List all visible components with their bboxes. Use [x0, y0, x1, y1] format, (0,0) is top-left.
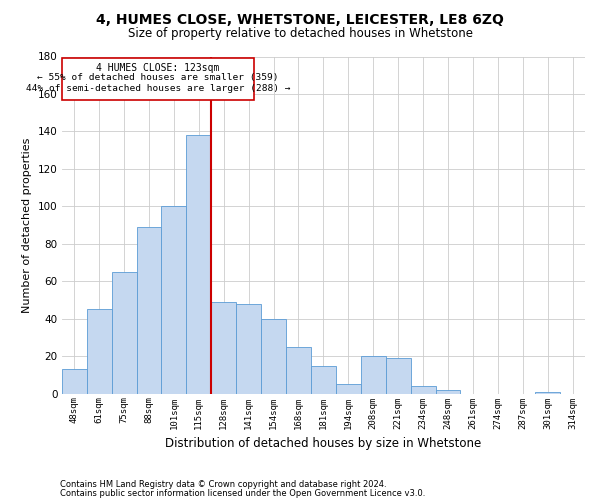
Bar	[137, 227, 161, 394]
Bar	[62, 370, 86, 394]
Bar	[112, 272, 137, 394]
Bar	[86, 310, 112, 394]
Bar	[211, 302, 236, 394]
Bar	[436, 390, 460, 394]
Bar	[386, 358, 410, 394]
Bar	[187, 135, 211, 394]
X-axis label: Distribution of detached houses by size in Whetstone: Distribution of detached houses by size …	[165, 437, 482, 450]
FancyBboxPatch shape	[62, 58, 254, 100]
Bar	[410, 386, 436, 394]
Bar	[311, 366, 336, 394]
Text: 4 HUMES CLOSE: 123sqm: 4 HUMES CLOSE: 123sqm	[96, 63, 220, 73]
Text: Size of property relative to detached houses in Whetstone: Size of property relative to detached ho…	[128, 28, 473, 40]
Bar	[161, 206, 187, 394]
Text: 4, HUMES CLOSE, WHETSTONE, LEICESTER, LE8 6ZQ: 4, HUMES CLOSE, WHETSTONE, LEICESTER, LE…	[96, 12, 504, 26]
Text: 44% of semi-detached houses are larger (288) →: 44% of semi-detached houses are larger (…	[26, 84, 290, 92]
Bar	[236, 304, 261, 394]
Text: ← 55% of detached houses are smaller (359): ← 55% of detached houses are smaller (35…	[37, 74, 279, 82]
Bar	[361, 356, 386, 394]
Bar	[336, 384, 361, 394]
Text: Contains public sector information licensed under the Open Government Licence v3: Contains public sector information licen…	[60, 488, 425, 498]
Y-axis label: Number of detached properties: Number of detached properties	[22, 138, 32, 313]
Bar	[535, 392, 560, 394]
Bar	[286, 347, 311, 394]
Bar	[261, 318, 286, 394]
Text: Contains HM Land Registry data © Crown copyright and database right 2024.: Contains HM Land Registry data © Crown c…	[60, 480, 386, 489]
